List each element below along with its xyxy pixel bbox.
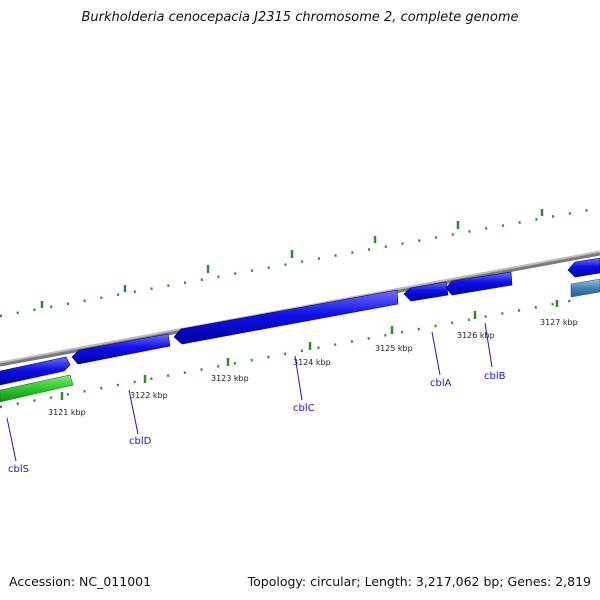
gene-arrow-green bbox=[0, 374, 74, 403]
tick-label: 3123 kbp bbox=[211, 374, 249, 383]
gc-track-upper-peaks bbox=[40, 209, 544, 308]
gene-label-cblS: cblS bbox=[8, 464, 29, 475]
tick-label: 3122 kbp bbox=[130, 391, 168, 400]
tick-label: 3124 kbp bbox=[293, 358, 331, 367]
gene-labels: cblS cblD cblC cblA cblB bbox=[8, 371, 506, 475]
tick-label: 3125 kbp bbox=[375, 344, 413, 353]
gene-arrow-right-edge bbox=[567, 257, 600, 278]
forward-genes bbox=[0, 257, 600, 386]
tick-label: 3127 kbp bbox=[540, 318, 578, 327]
gene-label-cblB: cblB bbox=[484, 371, 506, 382]
feature-arrow-steel bbox=[570, 278, 600, 298]
gene-leader-lines bbox=[6, 322, 493, 462]
gene-arrow-cblS-adjacent bbox=[0, 356, 71, 386]
gene-arrow-cblC bbox=[173, 289, 399, 345]
gene-label-cblD: cblD bbox=[129, 436, 152, 447]
gene-arrow-cblD bbox=[71, 333, 171, 365]
tick-label: 3126 kbp bbox=[457, 331, 495, 340]
accession-text: Accession: NC_011001 bbox=[9, 574, 152, 589]
tick-labels: 3121 kbp 3122 kbp 3123 kbp 3124 kbp 3125… bbox=[48, 318, 578, 417]
gc-track-upper bbox=[0, 206, 600, 318]
gene-arrow-cblB bbox=[445, 271, 513, 296]
gene-arrow-cblA bbox=[403, 281, 449, 302]
reverse-genes bbox=[0, 278, 600, 403]
gene-label-cblA: cblA bbox=[430, 378, 452, 389]
tick-label: 3121 kbp bbox=[48, 408, 86, 417]
map-title: Burkholderia cenocepacia J2315 chromosom… bbox=[81, 10, 519, 25]
gene-label-cblC: cblC bbox=[293, 403, 315, 414]
gc-track-lower-peaks bbox=[60, 300, 559, 400]
genome-stats-text: Topology: circular; Length: 3,217,062 bp… bbox=[247, 574, 591, 589]
